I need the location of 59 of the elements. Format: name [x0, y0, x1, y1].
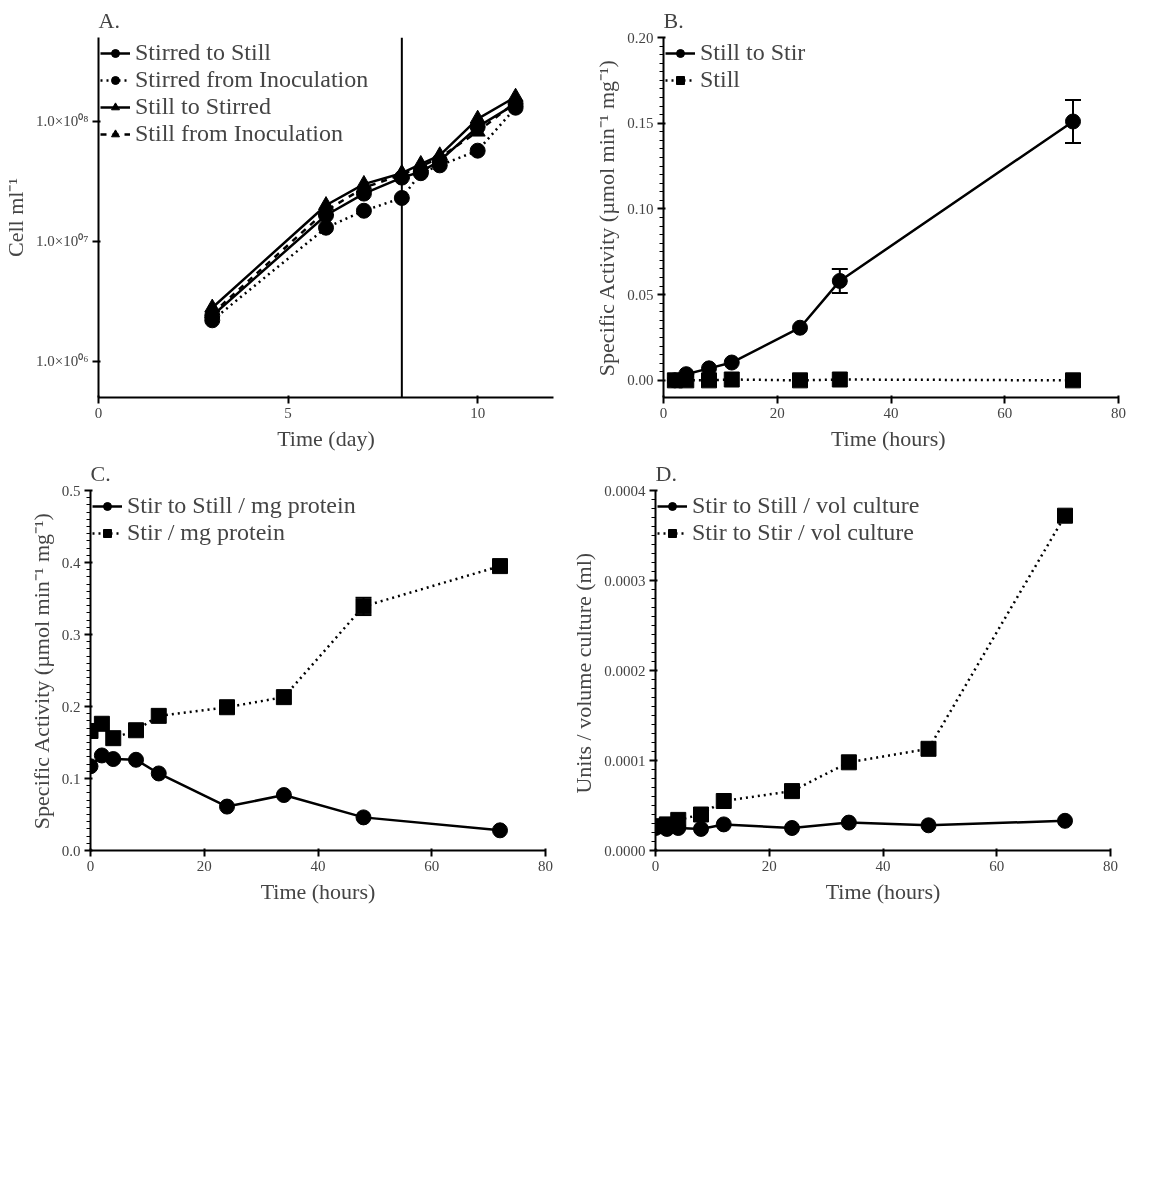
y-tick-label: 0.05 [627, 286, 654, 303]
chart-title: D. [655, 460, 677, 486]
y-tick-label: 1.0×10⁰⁸ [36, 113, 89, 130]
y-axis-title: Cell ml⁻¹ [3, 178, 29, 257]
x-tick-label: 20 [196, 857, 212, 874]
y-tick-label: 0.1 [61, 770, 81, 787]
x-tick-label: 0 [86, 857, 95, 874]
x-tick-label: 80 [1111, 404, 1126, 421]
x-axis-title: Time (hours) [260, 878, 376, 904]
x-tick-label: 5 [284, 404, 292, 421]
y-tick-label: 0.5 [61, 482, 81, 499]
legend-label: Stir / mg protein [127, 519, 285, 546]
y-tick-label: 0.0001 [604, 752, 646, 769]
x-axis-title: Time (hours) [825, 878, 941, 904]
legend-label: Still [700, 66, 741, 93]
chart-title: C. [90, 460, 111, 486]
y-tick-label: 0.20 [627, 29, 654, 46]
x-tick-label: 80 [1103, 857, 1118, 874]
y-tick-label: 0.3 [61, 626, 81, 643]
x-tick-label: 40 [310, 857, 326, 874]
x-tick-label: 60 [424, 857, 440, 874]
x-tick-label: 60 [989, 857, 1005, 874]
x-tick-label: 0 [651, 857, 660, 874]
y-tick-label: 0.0000 [604, 842, 646, 859]
x-tick-label: 0 [94, 404, 103, 421]
y-tick-label: 0.00 [627, 372, 654, 389]
x-tick-label: 20 [761, 857, 777, 874]
x-axis-title: Time (hours) [830, 425, 946, 451]
x-tick-label: 0 [659, 404, 668, 421]
chart-title: A. [98, 7, 120, 33]
x-tick-label: 80 [538, 857, 553, 874]
y-tick-label: 0.10 [627, 200, 654, 217]
y-tick-label: 0.0002 [604, 662, 646, 679]
x-tick-label: 20 [769, 404, 785, 421]
x-tick-label: 10 [470, 404, 486, 421]
y-tick-label: 1.0×10⁰⁶ [36, 353, 89, 370]
y-tick-label: 0.15 [627, 115, 654, 132]
y-tick-label: 0.0 [61, 842, 81, 859]
legend-label: Stirred to Still [135, 39, 272, 66]
legend-label: Stir to Still / vol culture [692, 492, 920, 519]
y-tick-label: 0.0003 [604, 572, 646, 589]
legend-label: Still to Stirred [135, 93, 272, 120]
legend-label: Stir to Still / mg protein [127, 492, 356, 519]
x-tick-label: 60 [997, 404, 1013, 421]
y-axis-title: Units / volume culture (ml) [571, 552, 597, 794]
x-axis-title: Time (day) [277, 425, 375, 451]
y-tick-label: 0.2 [61, 698, 81, 715]
y-tick-label: 0.0004 [604, 482, 646, 499]
y-tick-label: 0.4 [61, 554, 81, 571]
x-tick-label: 40 [875, 857, 891, 874]
y-axis-title: Specific Activity (µmol min⁻¹ mg⁻¹) [594, 60, 620, 377]
chart-title: B. [663, 7, 684, 33]
legend-label: Still from Inoculation [135, 120, 343, 147]
legend-label: Still to Stir [700, 39, 806, 66]
legend-label: Stirred from Inoculation [135, 66, 369, 93]
x-tick-label: 40 [883, 404, 899, 421]
y-tick-label: 1.0×10⁰⁷ [36, 233, 89, 250]
legend-label: Stir to Stir / vol culture [692, 519, 914, 546]
y-axis-title: Specific Activity (µmol min⁻¹ mg⁻¹) [28, 513, 54, 830]
